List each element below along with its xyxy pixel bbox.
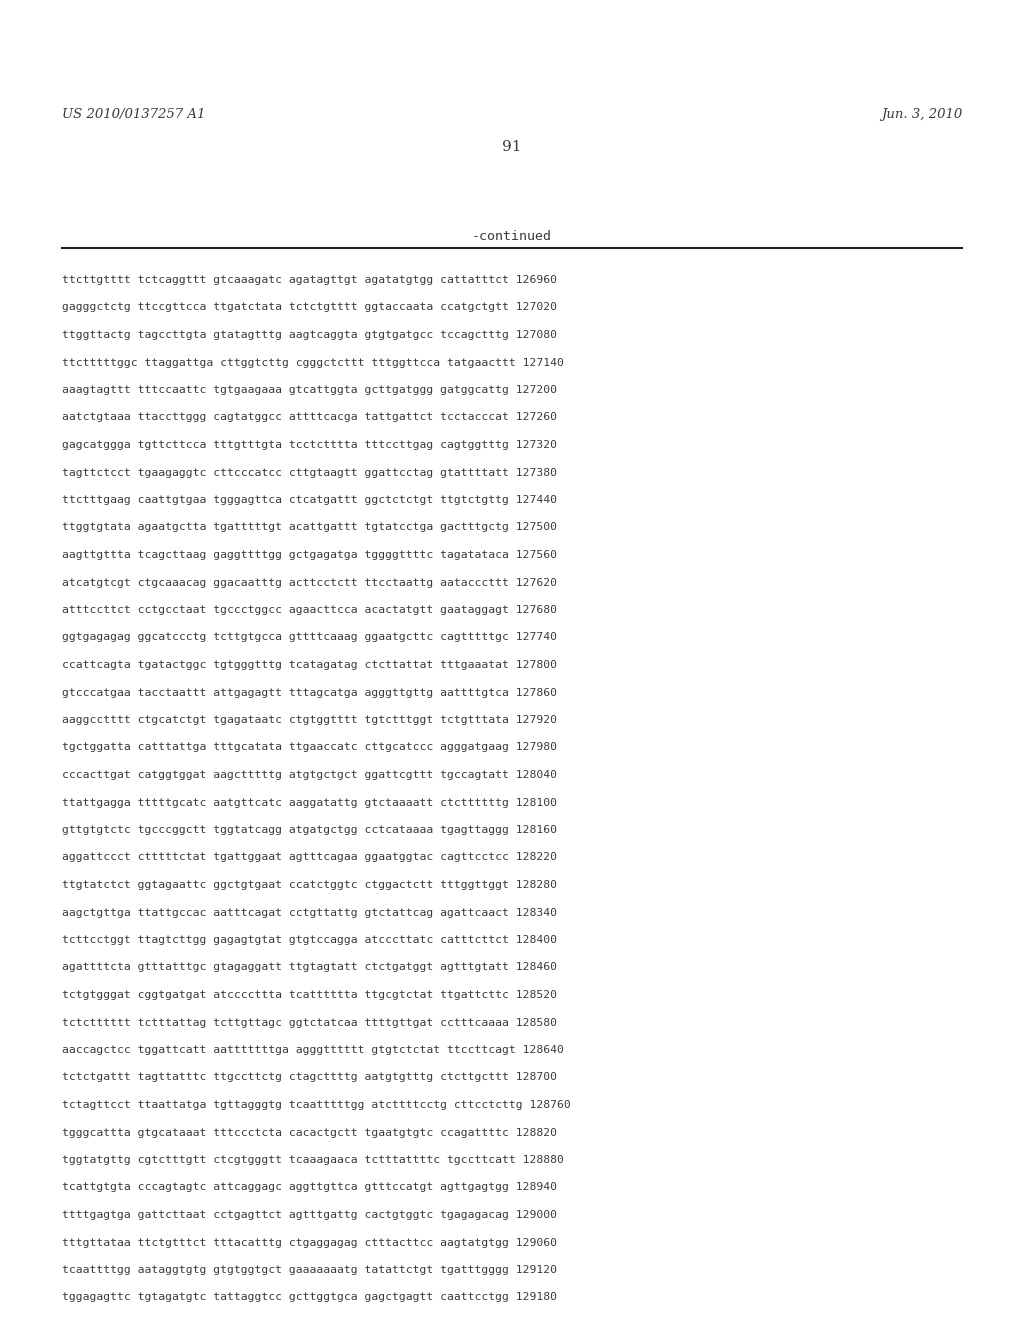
Text: ttggttactg tagccttgta gtatagtttg aagtcaggta gtgtgatgcc tccagctttg 127080: ttggttactg tagccttgta gtatagtttg aagtcag… (62, 330, 557, 341)
Text: aaggcctttt ctgcatctgt tgagataatc ctgtggtttt tgtctttggt tctgtttata 127920: aaggcctttt ctgcatctgt tgagataatc ctgtggt… (62, 715, 557, 725)
Text: tttgttataa ttctgtttct tttacatttg ctgaggagag ctttacttcc aagtatgtgg 129060: tttgttataa ttctgtttct tttacatttg ctgagga… (62, 1238, 557, 1247)
Text: aggattccct ctttttctat tgattggaat agtttcagaa ggaatggtac cagttcctcc 128220: aggattccct ctttttctat tgattggaat agtttca… (62, 853, 557, 862)
Text: tcttcctggt ttagtcttgg gagagtgtat gtgtccagga atcccttatc catttcttct 128400: tcttcctggt ttagtcttgg gagagtgtat gtgtcca… (62, 935, 557, 945)
Text: Jun. 3, 2010: Jun. 3, 2010 (881, 108, 962, 121)
Text: atttccttct cctgcctaat tgccctggcc agaacttcca acactatgtt gaataggagt 127680: atttccttct cctgcctaat tgccctggcc agaactt… (62, 605, 557, 615)
Text: 91: 91 (502, 140, 522, 154)
Text: tcaattttgg aataggtgtg gtgtggtgct gaaaaaaatg tatattctgt tgatttgggg 129120: tcaattttgg aataggtgtg gtgtggtgct gaaaaaa… (62, 1265, 557, 1275)
Text: gagggctctg ttccgttcca ttgatctata tctctgtttt ggtaccaata ccatgctgtt 127020: gagggctctg ttccgttcca ttgatctata tctctgt… (62, 302, 557, 313)
Text: ttattgagga tttttgcatc aatgttcatc aaggatattg gtctaaaatt ctcttttttg 128100: ttattgagga tttttgcatc aatgttcatc aaggata… (62, 797, 557, 808)
Text: gttgtgtctc tgcccggctt tggtatcagg atgatgctgg cctcataaaa tgagttaggg 128160: gttgtgtctc tgcccggctt tggtatcagg atgatgc… (62, 825, 557, 836)
Text: tctctgattt tagttatttc ttgccttctg ctagcttttg aatgtgtttg ctcttgcttt 128700: tctctgattt tagttatttc ttgccttctg ctagctt… (62, 1072, 557, 1082)
Text: tctgtgggat cggtgatgat atccccttta tcatttttta ttgcgtctat ttgattcttc 128520: tctgtgggat cggtgatgat atccccttta tcatttt… (62, 990, 557, 1001)
Text: atcatgtcgt ctgcaaacag ggacaatttg acttcctctt ttcctaattg aatacccttt 127620: atcatgtcgt ctgcaaacag ggacaatttg acttcct… (62, 578, 557, 587)
Text: tggagagttc tgtagatgtc tattaggtcc gcttggtgca gagctgagtt caattcctgg 129180: tggagagttc tgtagatgtc tattaggtcc gcttggt… (62, 1292, 557, 1303)
Text: gtcccatgaa tacctaattt attgagagtt tttagcatga agggttgttg aattttgtca 127860: gtcccatgaa tacctaattt attgagagtt tttagca… (62, 688, 557, 697)
Text: tcattgtgta cccagtagtc attcaggagc aggttgttca gtttccatgt agttgagtgg 128940: tcattgtgta cccagtagtc attcaggagc aggttgt… (62, 1183, 557, 1192)
Text: aaagtagttt tttccaattc tgtgaagaaa gtcattggta gcttgatggg gatggcattg 127200: aaagtagttt tttccaattc tgtgaagaaa gtcattg… (62, 385, 557, 395)
Text: aagctgttga ttattgccac aatttcagat cctgttattg gtctattcag agattcaact 128340: aagctgttga ttattgccac aatttcagat cctgtta… (62, 908, 557, 917)
Text: tggtatgttg cgtctttgtt ctcgtgggtt tcaaagaaca tctttattttc tgccttcatt 128880: tggtatgttg cgtctttgtt ctcgtgggtt tcaaaga… (62, 1155, 564, 1166)
Text: cccacttgat catggtggat aagctttttg atgtgctgct ggattcgttt tgccagtatt 128040: cccacttgat catggtggat aagctttttg atgtgct… (62, 770, 557, 780)
Text: ggtgagagag ggcatccctg tcttgtgcca gttttcaaag ggaatgcttc cagtttttgc 127740: ggtgagagag ggcatccctg tcttgtgcca gttttca… (62, 632, 557, 643)
Text: gagcatggga tgttcttcca tttgtttgta tcctctttta tttccttgag cagtggtttg 127320: gagcatggga tgttcttcca tttgtttgta tcctctt… (62, 440, 557, 450)
Text: tgggcattta gtgcataaat tttccctcta cacactgctt tgaatgtgtc ccagattttc 128820: tgggcattta gtgcataaat tttccctcta cacactg… (62, 1127, 557, 1138)
Text: tagttctcct tgaagaggtc cttcccatcc cttgtaagtt ggattcctag gtattttatt 127380: tagttctcct tgaagaggtc cttcccatcc cttgtaa… (62, 467, 557, 478)
Text: ttggtgtata agaatgctta tgatttttgt acattgattt tgtatcctga gactttgctg 127500: ttggtgtata agaatgctta tgatttttgt acattga… (62, 523, 557, 532)
Text: ccattcagta tgatactggc tgtgggtttg tcatagatag ctcttattat tttgaaatat 127800: ccattcagta tgatactggc tgtgggtttg tcataga… (62, 660, 557, 671)
Text: tctctttttt tctttattag tcttgttagc ggtctatcaa ttttgttgat cctttcaaaa 128580: tctctttttt tctttattag tcttgttagc ggtctat… (62, 1018, 557, 1027)
Text: aagttgttta tcagcttaag gaggttttgg gctgagatga tggggttttc tagatataca 127560: aagttgttta tcagcttaag gaggttttgg gctgaga… (62, 550, 557, 560)
Text: ttgtatctct ggtagaattc ggctgtgaat ccatctggtc ctggactctt tttggttggt 128280: ttgtatctct ggtagaattc ggctgtgaat ccatctg… (62, 880, 557, 890)
Text: US 2010/0137257 A1: US 2010/0137257 A1 (62, 108, 206, 121)
Text: ttctttttggc ttaggattga cttggtcttg cgggctcttt tttggttcca tatgaacttt 127140: ttctttttggc ttaggattga cttggtcttg cgggct… (62, 358, 564, 367)
Text: ttctttgaag caattgtgaa tgggagttca ctcatgattt ggctctctgt ttgtctgttg 127440: ttctttgaag caattgtgaa tgggagttca ctcatga… (62, 495, 557, 506)
Text: ttcttgtttt tctcaggttt gtcaaagatc agatagttgt agatatgtgg cattatttct 126960: ttcttgtttt tctcaggttt gtcaaagatc agatagt… (62, 275, 557, 285)
Text: tgctggatta catttattga tttgcatata ttgaaccatc cttgcatccc agggatgaag 127980: tgctggatta catttattga tttgcatata ttgaacc… (62, 742, 557, 752)
Text: aatctgtaaa ttaccttggg cagtatggcc attttcacga tattgattct tcctacccat 127260: aatctgtaaa ttaccttggg cagtatggcc attttca… (62, 412, 557, 422)
Text: -continued: -continued (472, 230, 552, 243)
Text: ttttgagtga gattcttaat cctgagttct agtttgattg cactgtggtc tgagagacag 129000: ttttgagtga gattcttaat cctgagttct agtttga… (62, 1210, 557, 1220)
Text: agattttcta gtttatttgc gtagaggatt ttgtagtatt ctctgatggt agtttgtatt 128460: agattttcta gtttatttgc gtagaggatt ttgtagt… (62, 962, 557, 973)
Text: aaccagctcc tggattcatt aatttttttga agggtttttt gtgtctctat ttccttcagt 128640: aaccagctcc tggattcatt aatttttttga agggtt… (62, 1045, 564, 1055)
Text: tctagttcct ttaattatga tgttagggtg tcaatttttgg atcttttcctg cttcctcttg 128760: tctagttcct ttaattatga tgttagggtg tcaattt… (62, 1100, 570, 1110)
